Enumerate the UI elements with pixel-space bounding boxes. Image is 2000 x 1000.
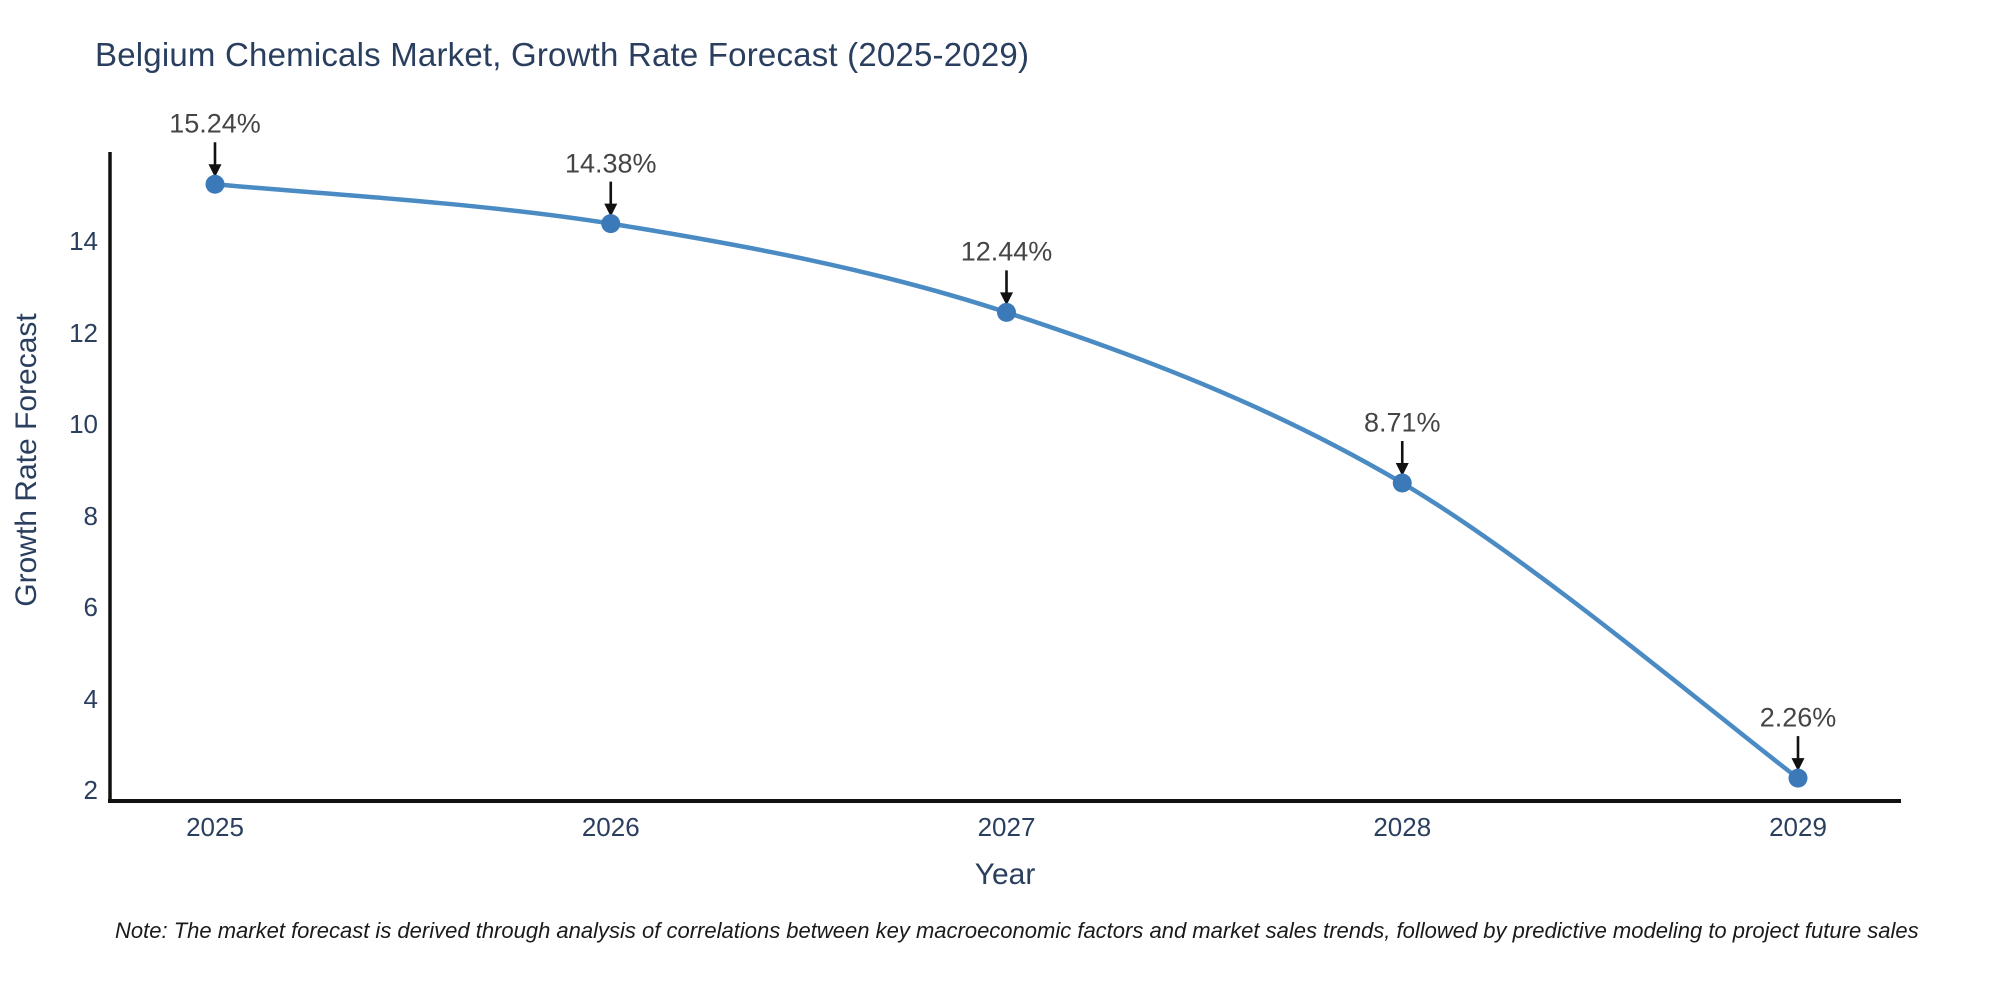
x-tick-label: 2028 (1373, 812, 1432, 842)
x-tick-label: 2029 (1769, 812, 1827, 842)
data-point-label: 12.44% (960, 236, 1053, 267)
y-tick-label: 4 (83, 683, 98, 714)
data-point-label: 14.38% (564, 148, 657, 179)
trend-line (212, 182, 1801, 781)
data-point-marker[interactable] (1392, 473, 1412, 493)
annotation-arrowhead (1000, 292, 1013, 306)
annotation-arrowhead (1791, 758, 1805, 772)
footnote: Note: The market forecast is derived thr… (115, 918, 1919, 943)
y-tick-label: 2 (83, 775, 98, 805)
data-point-marker[interactable] (601, 214, 621, 234)
chart-title: Belgium Chemicals Market, Growth Rate Fo… (95, 36, 1030, 73)
data-point-label: 15.24% (169, 108, 261, 139)
x-tick-label: 2027 (977, 812, 1036, 842)
x-axis-title: Year (974, 858, 1036, 891)
y-tick-label: 6 (83, 592, 98, 622)
x-tick-label: 2025 (186, 812, 244, 842)
annotation-arrowhead (1395, 463, 1409, 477)
data-point-label: 2.26% (1759, 702, 1837, 733)
annotation-arrowhead (604, 203, 618, 217)
y-tick-label: 10 (69, 409, 98, 439)
data-point-label: 8.71% (1363, 407, 1441, 438)
y-tick-label: 8 (83, 500, 98, 531)
y-axis-title: Growth Rate Forecast (10, 313, 43, 607)
data-point-marker[interactable] (997, 302, 1016, 322)
y-tick-label: 12 (69, 317, 98, 348)
data-point-marker[interactable] (1788, 768, 1808, 788)
annotation-arrowhead (208, 164, 222, 178)
y-tick-label: 14 (69, 226, 98, 256)
data-point-marker[interactable] (205, 174, 225, 194)
x-tick-label: 2026 (581, 812, 640, 842)
